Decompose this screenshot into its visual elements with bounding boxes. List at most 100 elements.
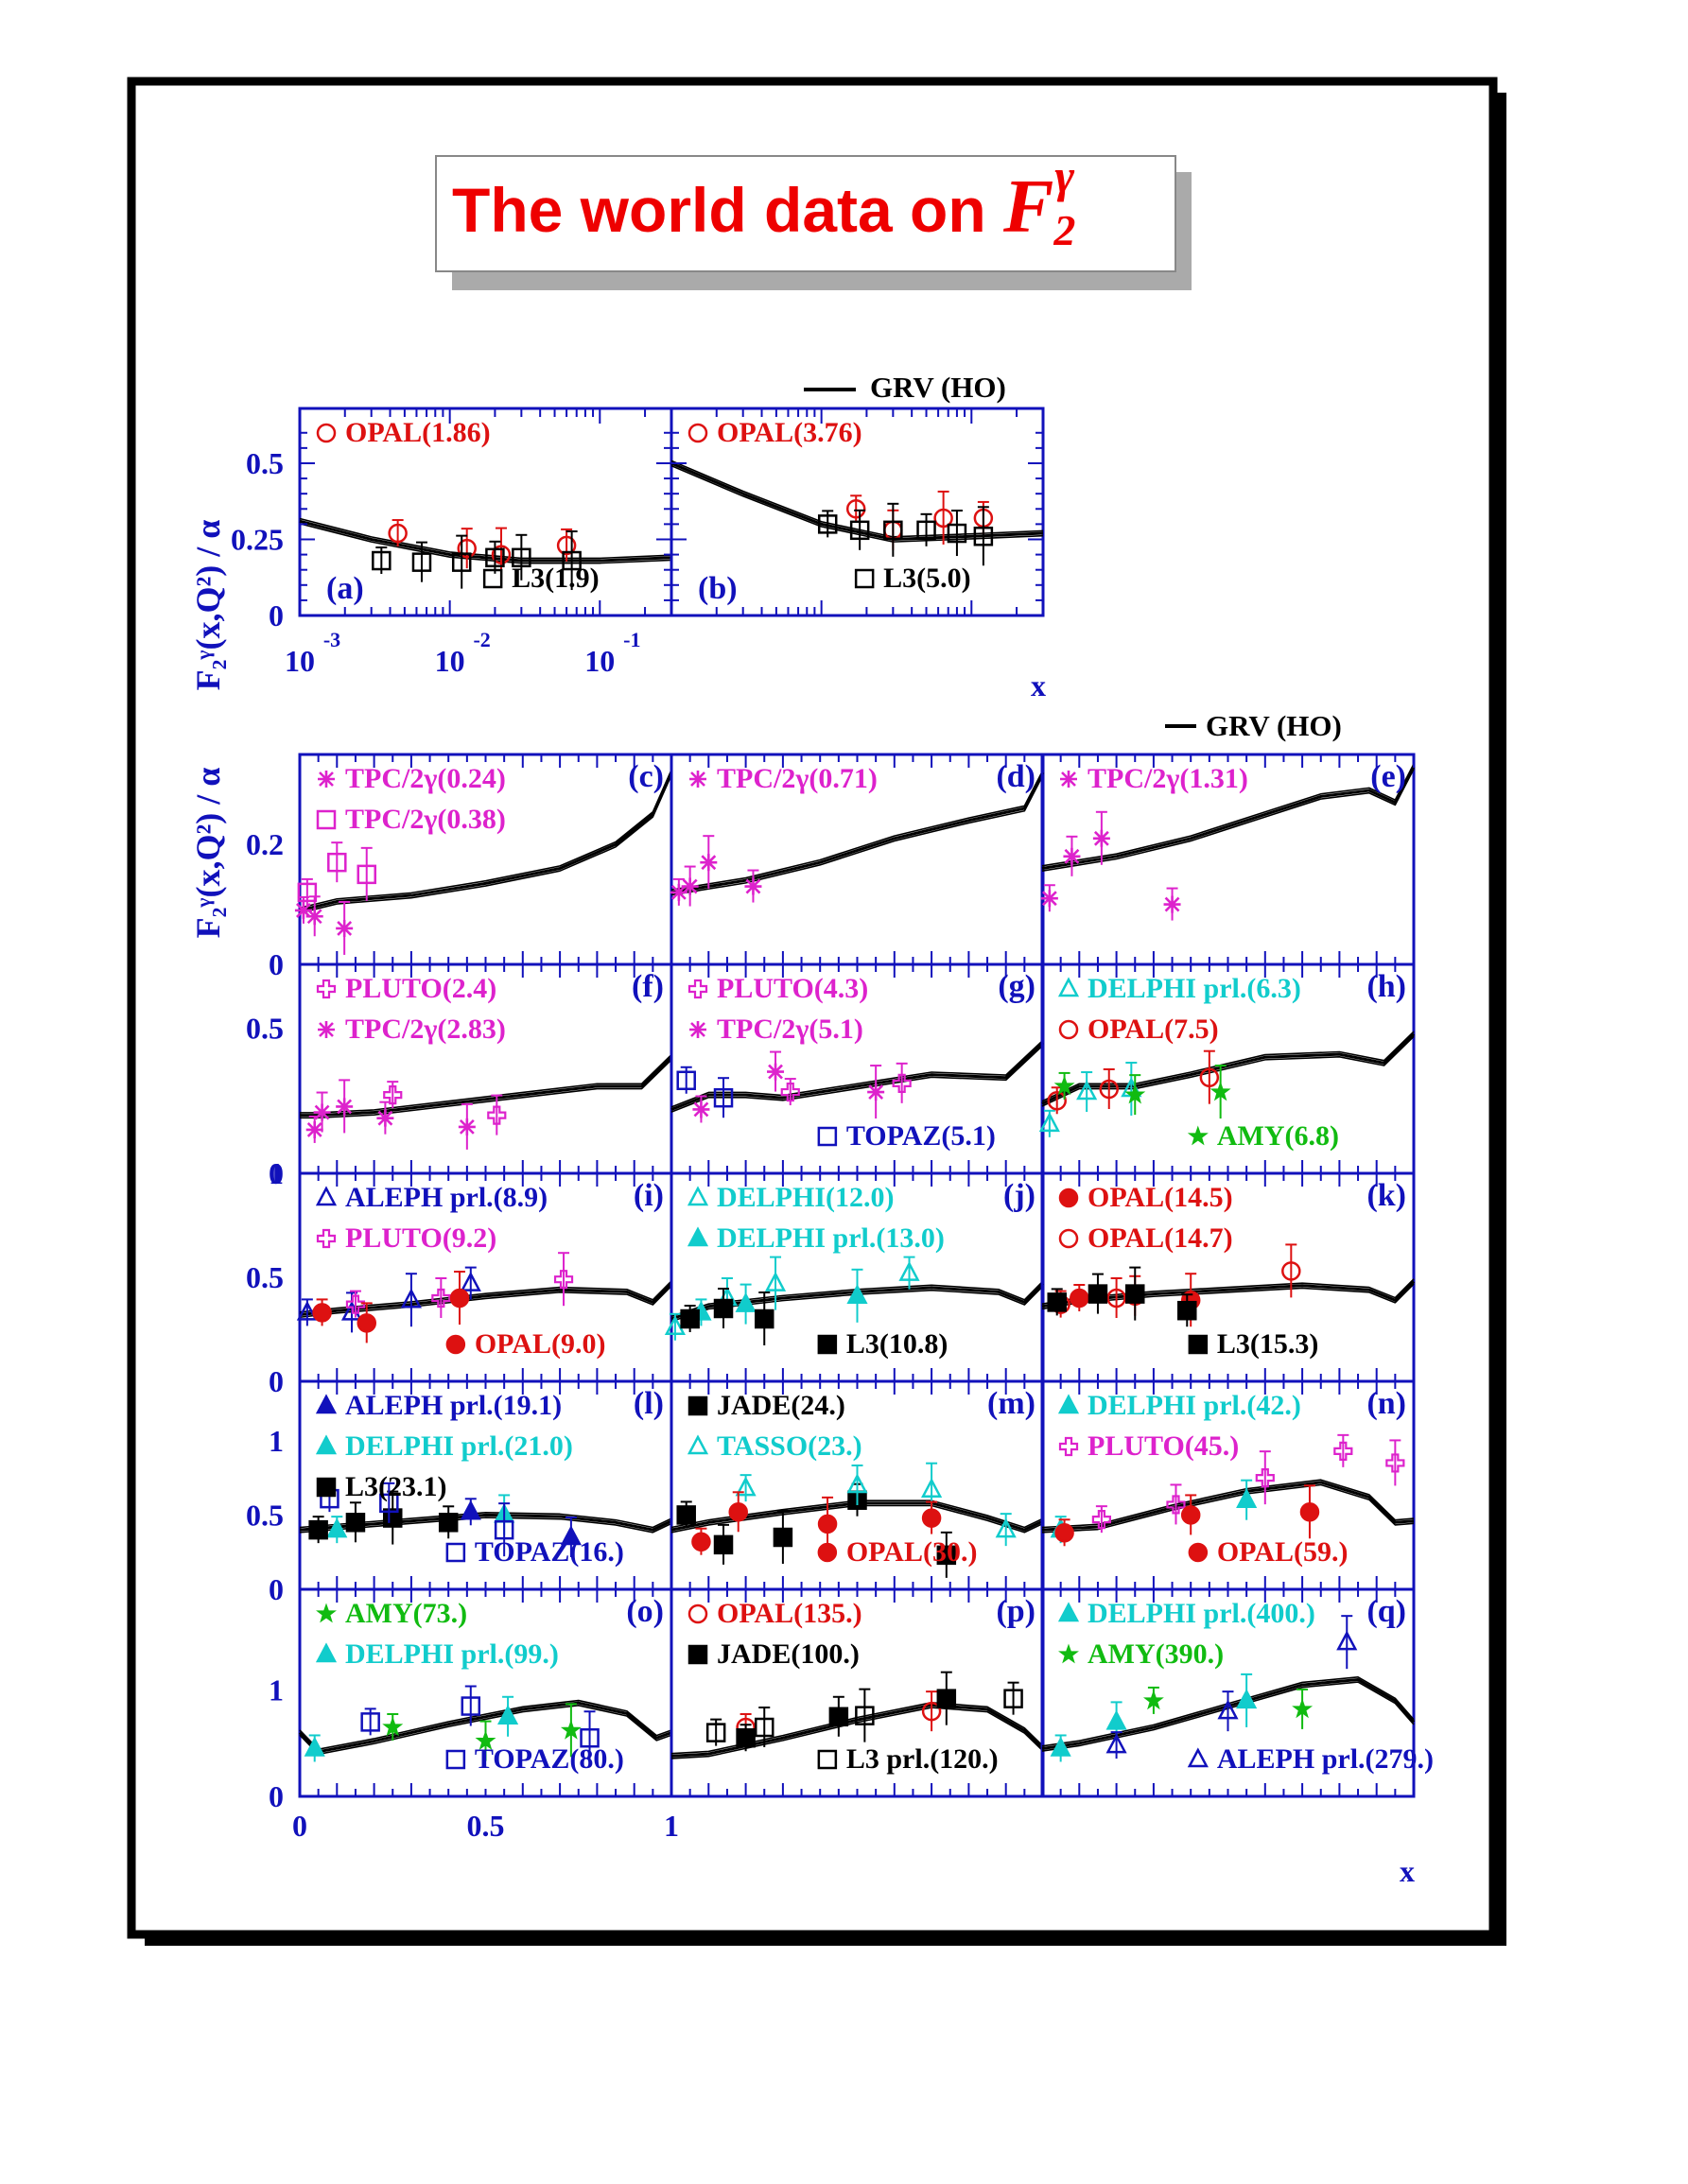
panel-letter: (g)	[998, 969, 1035, 1004]
panel-m: JADE(24.) TASSO(23.) OPAL(30.) (m)	[670, 1379, 1045, 1591]
data-point	[1047, 1292, 1067, 1312]
grv-curve	[670, 1499, 1044, 1529]
legend-label: TASSO(23.)	[717, 1430, 862, 1462]
data-point	[995, 1517, 1017, 1538]
legend-marker	[316, 979, 337, 999]
data-point	[755, 1717, 774, 1738]
data-point	[921, 1701, 942, 1722]
panel-k: OPAL(14.5) OPAL(14.7) L3(15.3) (k)	[1040, 1171, 1416, 1383]
data-point	[376, 1109, 394, 1127]
y-tick-label: 0.5	[246, 1498, 284, 1532]
data-point	[846, 1473, 868, 1494]
grv-curve	[1041, 1483, 1415, 1534]
panel-ticks	[670, 1381, 1044, 1589]
legend-label: ALEPH prl.(8.9)	[345, 1182, 548, 1213]
legend-label: L3(15.3)	[1217, 1328, 1319, 1360]
grv-curve	[1041, 1681, 1415, 1752]
data-point	[681, 877, 699, 895]
data-point	[1292, 1698, 1314, 1719]
data-point	[1053, 1075, 1075, 1096]
data-point	[817, 514, 838, 534]
y-tick-label: 0	[269, 1364, 284, 1398]
data-point	[345, 1513, 366, 1533]
legend-marker	[689, 771, 706, 788]
data-point	[449, 1288, 470, 1309]
data-point	[461, 1696, 481, 1716]
data-point	[400, 1288, 422, 1309]
panel-e: TPC/2γ(1.31) (e)	[1040, 753, 1416, 966]
data-point	[1105, 1709, 1127, 1730]
legend-marker	[316, 1228, 337, 1249]
panel-letter: (f)	[632, 969, 664, 1004]
legend-marker	[318, 1021, 335, 1038]
legend-marker	[687, 1644, 708, 1665]
data-point	[460, 1271, 481, 1291]
legend-label: TPC/2γ(0.71)	[717, 763, 878, 794]
legend-marker	[1188, 1334, 1209, 1355]
data-point	[817, 1514, 838, 1534]
title-symbol: F	[1002, 165, 1053, 249]
legend-marker	[689, 1021, 706, 1038]
data-point	[431, 1288, 451, 1309]
data-point	[947, 523, 967, 544]
data-point	[828, 1707, 849, 1727]
legend-label: PLUTO(4.3)	[717, 973, 868, 1004]
data-point	[1063, 847, 1081, 865]
data-point	[1163, 895, 1181, 913]
data-point	[916, 520, 936, 541]
panel-b: OPAL(3.76) L3(5.0) (b)	[670, 407, 1045, 617]
grv-curve	[1041, 763, 1415, 867]
panel-i: ALEPH prl.(8.9) PLUTO(9.2) OPAL(9.0) (i)	[296, 1171, 673, 1383]
data-point	[1076, 1080, 1098, 1101]
data-point	[308, 1519, 328, 1540]
data-point	[379, 1493, 399, 1514]
top-ylabel: F₂ᵞ(x,Q²) / α	[189, 520, 227, 691]
data-point	[1105, 1733, 1127, 1754]
data-point	[1336, 1630, 1358, 1651]
data-point	[1177, 1300, 1197, 1321]
data-point	[1333, 1441, 1353, 1461]
panel-letter: (h)	[1366, 969, 1406, 1004]
panel-letter: (d)	[996, 759, 1035, 794]
data-point	[692, 1101, 710, 1118]
legend-label: OPAL(14.7)	[1088, 1222, 1233, 1254]
x-tick-label: 1	[664, 1809, 679, 1843]
data-point	[700, 854, 718, 872]
data-point	[1106, 1288, 1126, 1309]
data-point	[845, 499, 866, 519]
data-point	[670, 883, 687, 901]
data-point	[1236, 1689, 1258, 1709]
y-tick-label: 0	[269, 947, 284, 981]
data-point	[296, 1300, 318, 1321]
legend-label: TPC/2γ(0.38)	[345, 804, 506, 835]
data-point	[560, 1525, 582, 1546]
panel-ticks	[299, 964, 672, 1173]
x-tick-label: 10	[435, 644, 465, 678]
x-tick-exponent: -1	[623, 628, 640, 651]
panel-ticks	[1041, 964, 1415, 1173]
legend-marker	[1057, 977, 1080, 997]
data-point	[327, 852, 347, 873]
grv-curve	[670, 774, 1044, 896]
x-tick-label: 0.5	[467, 1809, 505, 1843]
bottom-legend-label: GRV (HO)	[1206, 709, 1342, 742]
legend-marker	[315, 1394, 338, 1414]
bottom-ylabel: F₂ᵞ(x,Q²) / α	[189, 768, 227, 939]
legend-label: JADE(24.)	[717, 1390, 845, 1421]
legend-marker	[854, 568, 875, 589]
legend-label: OPAL(1.86)	[345, 417, 491, 448]
title-subscript: 2	[1053, 206, 1075, 254]
panel-letter: (o)	[626, 1594, 664, 1629]
legend-marker	[1057, 1394, 1080, 1414]
legend-label: L3(1.9)	[512, 563, 600, 594]
data-point	[921, 1508, 942, 1528]
data-point	[1070, 1288, 1089, 1309]
panel-letter: (i)	[634, 1178, 664, 1213]
grv-curve	[299, 1699, 672, 1751]
data-point	[411, 552, 432, 572]
legend-marker	[1057, 1602, 1080, 1622]
legend-label: TOPAZ(5.1)	[846, 1120, 996, 1152]
grv-curve	[1041, 1676, 1415, 1747]
legend-label: TPC/2γ(0.24)	[345, 763, 506, 794]
grv-curve	[299, 770, 672, 910]
